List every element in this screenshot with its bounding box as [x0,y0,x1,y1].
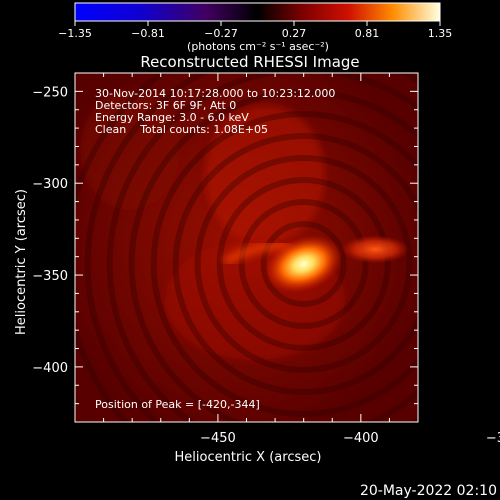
x-tick-label: −350 [486,431,500,446]
colorbar-tick-label: 1.35 [428,27,453,40]
annotation-clean: Clean Total counts: 1.08E+05 [95,123,268,136]
y-axis-label: Heliocentric Y (arcsec) [14,189,29,335]
x-axis-label: Heliocentric X (arcsec) [175,450,322,465]
ripple-ring [194,155,413,374]
footer-date: 20-May-2022 02:10 [360,483,497,499]
heatmap-image [75,73,418,422]
colorbar [74,2,441,22]
colorbar-ticks: −1.35 −0.81 −0.27 0.27 0.81 1.35 [58,21,452,40]
ripple-ring [150,111,418,417]
colorbar-tick-label: −0.81 [131,27,165,40]
ripple-ring [238,199,369,330]
colorbar-tick-label: −1.35 [58,27,92,40]
ripple-ring [128,89,418,422]
ripple-ring [84,73,418,422]
axes: −450 −400 −350 −250 −300 −350 −400 [32,72,500,446]
ripple-ring [106,73,418,422]
annotation-energy: Energy Range: 3.0 - 6.0 keV [95,111,249,124]
ripple-ring [172,133,418,395]
ripple-ring [216,177,391,352]
y-tick-label: −300 [32,177,68,192]
x-tick-label: −400 [343,431,379,446]
ripple-ring [260,221,347,308]
colorbar-tick-label: 0.81 [355,27,380,40]
chart-title: Reconstructed RHESSI Image [140,53,359,71]
colorbar-label: (photons cm⁻² s⁻¹ asec⁻²) [187,40,329,53]
colorbar-tick-label: −0.27 [204,27,238,40]
y-tick-label: −350 [32,269,68,284]
x-tick-label: −450 [200,431,236,446]
annotation-time: 30-Nov-2014 10:17:28.000 to 10:23:12.000 [95,87,335,100]
y-tick-label: −250 [32,85,68,100]
peak-source [264,235,343,293]
colorbar-tick-label: 0.27 [282,27,307,40]
peak-position-label: Position of Peak = [-420,-344] [95,398,260,411]
annotation-detectors: Detectors: 3F 6F 9F, Att 0 [95,99,236,112]
secondary-source [341,235,410,264]
y-tick-label: −400 [32,361,68,376]
